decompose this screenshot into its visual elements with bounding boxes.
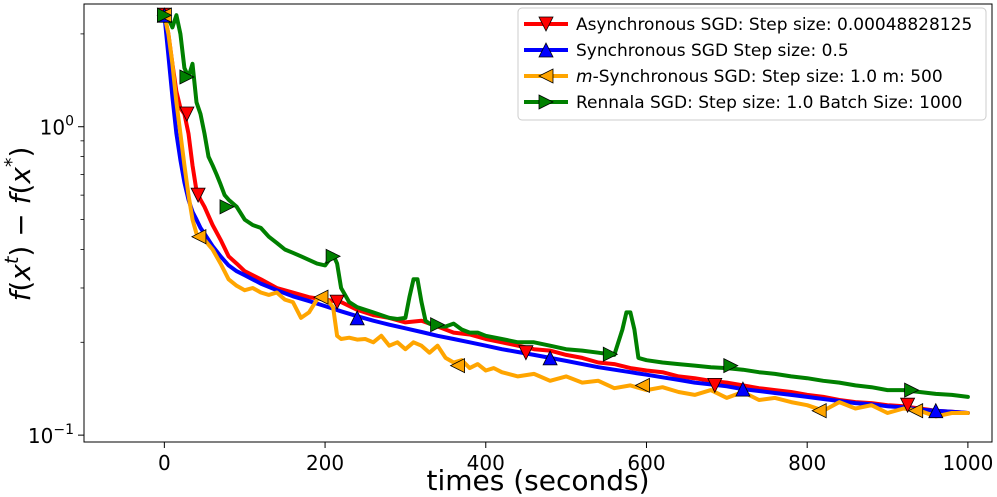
legend-marker-sync [538, 42, 554, 58]
series-3-marker [179, 69, 195, 85]
series-1-marker [928, 402, 944, 419]
legend-marker-async [538, 16, 554, 32]
x-tick-label: 200 [306, 451, 344, 475]
legend-marker-rennala [538, 94, 554, 110]
series-2-marker [191, 229, 207, 245]
series-3-marker [602, 346, 619, 362]
series-3-marker [430, 317, 446, 333]
x-tick-label: 400 [467, 451, 505, 475]
series-3-marker [723, 357, 739, 374]
x-axis-label: times (seconds) [426, 464, 649, 497]
legend: Asynchronous SGD: Step size: 0.000488281… [517, 7, 987, 121]
series-3-marker [156, 7, 173, 23]
series-2-marker [449, 357, 466, 374]
series-line-3 [162, 13, 970, 399]
series-3-marker [904, 382, 920, 398]
legend-label-rennala: Rennala SGD: Step size: 1.0 Batch Size: … [576, 93, 962, 113]
legend-item-rennala: Rennala SGD: Step size: 1.0 Batch Size: … [524, 93, 962, 113]
legend-label-sync: Synchronous SGD Step size: 0.5 [576, 41, 849, 61]
legend-marker-msync [538, 68, 554, 84]
series-0-marker [518, 345, 534, 361]
x-tick-label: 800 [788, 451, 826, 475]
series-2-marker [907, 403, 924, 419]
series-0-marker [899, 397, 916, 414]
x-tick-label: 600 [627, 451, 665, 475]
y-tick-label: 100 [40, 114, 74, 140]
x-tick-label: 0 [158, 451, 171, 475]
series-3-marker [219, 199, 235, 215]
series-0-marker [329, 294, 345, 310]
y-axis: 100 10−1 [28, 33, 84, 448]
legend-item-sync: Synchronous SGD Step size: 0.5 [524, 41, 849, 61]
y-axis-label: f(xt) − f(x*) [1, 147, 37, 302]
x-axis: 0 200 400 600 800 1000 [158, 442, 993, 475]
series-1-marker [542, 350, 558, 366]
plot-frame [83, 3, 993, 443]
series-0-marker [190, 187, 206, 203]
marker-layer [156, 7, 944, 419]
series-1-marker [735, 381, 751, 397]
legend-label-async: Asynchronous SGD: Step size: 0.000488281… [576, 15, 972, 35]
series-2-marker [811, 403, 827, 419]
y-tick-label: 10−1 [28, 422, 74, 448]
legend-item-async: Asynchronous SGD: Step size: 0.000488281… [524, 15, 972, 35]
series-0-marker [179, 106, 195, 122]
legend-box [517, 7, 987, 121]
series-1-marker [349, 310, 365, 326]
series-2-marker [313, 289, 329, 305]
series-line-2 [162, 13, 970, 419]
x-tick-label: 1000 [942, 451, 993, 475]
legend-item-msync: m-Synchronous SGD: Step size: 1.0 m: 500 [524, 67, 943, 87]
series-3-marker [325, 248, 341, 264]
series-2-marker [634, 377, 650, 394]
series-0-marker [707, 377, 723, 394]
legend-label-msync: m-Synchronous SGD: Step size: 1.0 m: 500 [576, 67, 943, 87]
